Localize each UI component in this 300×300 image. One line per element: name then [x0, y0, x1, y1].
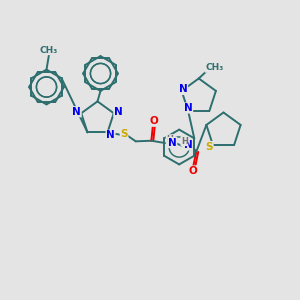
- Text: O: O: [188, 166, 197, 176]
- Text: N: N: [114, 107, 123, 117]
- Text: CH₃: CH₃: [40, 46, 58, 55]
- Text: N: N: [179, 84, 188, 94]
- Text: N: N: [184, 103, 193, 113]
- Text: H: H: [166, 135, 173, 144]
- Text: S: S: [206, 142, 213, 152]
- Text: O: O: [149, 116, 158, 126]
- Text: S: S: [120, 129, 128, 139]
- Text: N: N: [72, 107, 81, 117]
- Text: H: H: [181, 136, 188, 146]
- Text: CH₃: CH₃: [205, 63, 224, 72]
- Text: N: N: [106, 130, 115, 140]
- Text: N: N: [184, 140, 192, 150]
- Text: N: N: [168, 137, 177, 148]
